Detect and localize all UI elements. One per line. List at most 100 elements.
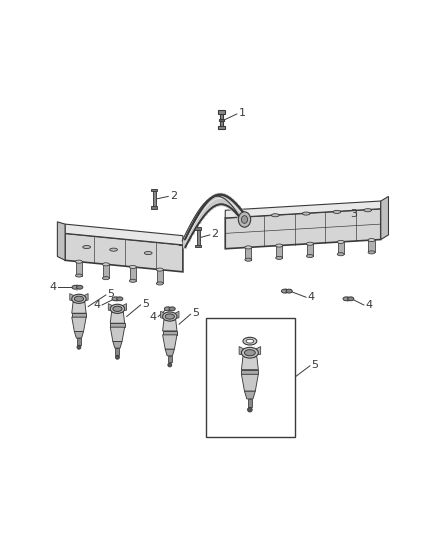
Polygon shape [381, 196, 389, 239]
Polygon shape [197, 230, 200, 245]
Text: 2: 2 [170, 191, 177, 200]
Polygon shape [241, 374, 258, 391]
Ellipse shape [245, 246, 252, 249]
Ellipse shape [75, 260, 82, 263]
Ellipse shape [286, 289, 292, 293]
Ellipse shape [165, 314, 174, 319]
Polygon shape [65, 224, 183, 245]
Ellipse shape [112, 297, 118, 301]
Polygon shape [247, 399, 252, 407]
Ellipse shape [164, 307, 170, 311]
Polygon shape [218, 110, 225, 114]
Circle shape [77, 345, 81, 349]
Polygon shape [57, 222, 65, 260]
Ellipse shape [162, 312, 177, 321]
Ellipse shape [129, 279, 136, 282]
Polygon shape [110, 323, 125, 327]
Ellipse shape [72, 285, 78, 289]
Polygon shape [218, 126, 225, 130]
Polygon shape [162, 335, 177, 349]
Polygon shape [70, 294, 74, 301]
Ellipse shape [276, 256, 283, 260]
Ellipse shape [102, 277, 110, 280]
Polygon shape [157, 270, 163, 284]
Polygon shape [368, 240, 374, 253]
Text: 4: 4 [93, 300, 100, 310]
Text: 3: 3 [350, 209, 357, 219]
Ellipse shape [272, 214, 279, 217]
Ellipse shape [343, 297, 349, 301]
Text: 4: 4 [150, 311, 157, 321]
Polygon shape [162, 320, 177, 331]
Ellipse shape [75, 274, 82, 277]
Polygon shape [168, 356, 172, 362]
Circle shape [247, 407, 252, 412]
Polygon shape [113, 342, 122, 348]
Ellipse shape [245, 258, 252, 261]
Ellipse shape [241, 348, 258, 358]
Text: 5: 5 [192, 309, 199, 318]
Polygon shape [116, 348, 120, 354]
Ellipse shape [348, 297, 354, 301]
Polygon shape [108, 304, 112, 311]
Polygon shape [239, 346, 244, 355]
Ellipse shape [238, 212, 251, 227]
Polygon shape [153, 191, 156, 206]
Ellipse shape [240, 215, 248, 219]
Ellipse shape [156, 268, 163, 271]
Polygon shape [244, 391, 255, 399]
Polygon shape [84, 294, 88, 301]
Polygon shape [175, 311, 179, 319]
Polygon shape [123, 304, 127, 311]
Text: 5: 5 [311, 360, 318, 370]
Ellipse shape [307, 242, 314, 245]
Ellipse shape [246, 339, 254, 343]
Polygon shape [72, 317, 86, 332]
Polygon shape [195, 245, 201, 247]
Polygon shape [276, 246, 282, 258]
Ellipse shape [74, 296, 84, 302]
Ellipse shape [243, 337, 257, 345]
Polygon shape [165, 349, 174, 356]
Polygon shape [307, 244, 313, 256]
Polygon shape [72, 313, 86, 317]
Polygon shape [110, 312, 125, 323]
Ellipse shape [282, 289, 288, 293]
Polygon shape [77, 338, 81, 345]
Ellipse shape [244, 350, 255, 356]
Text: 6: 6 [211, 331, 218, 341]
Text: 2: 2 [212, 229, 219, 239]
Polygon shape [161, 311, 165, 319]
Ellipse shape [117, 297, 123, 301]
Ellipse shape [276, 244, 283, 247]
Text: 1: 1 [238, 108, 245, 118]
Polygon shape [225, 209, 381, 249]
Polygon shape [74, 332, 84, 338]
Ellipse shape [113, 306, 122, 311]
Circle shape [116, 356, 120, 359]
Ellipse shape [110, 248, 117, 251]
Polygon shape [225, 201, 381, 218]
Ellipse shape [368, 239, 375, 241]
Polygon shape [195, 227, 201, 230]
Text: 4: 4 [307, 292, 315, 302]
Polygon shape [151, 189, 158, 191]
Ellipse shape [241, 216, 247, 223]
Ellipse shape [337, 253, 344, 256]
Ellipse shape [83, 246, 91, 248]
Text: 5: 5 [107, 289, 114, 299]
Polygon shape [241, 370, 258, 374]
Polygon shape [219, 119, 224, 121]
Polygon shape [245, 247, 251, 260]
Polygon shape [151, 206, 158, 209]
Polygon shape [103, 264, 109, 278]
Ellipse shape [302, 212, 310, 215]
Ellipse shape [156, 282, 163, 285]
Ellipse shape [77, 285, 83, 289]
Ellipse shape [368, 251, 375, 254]
Text: 4: 4 [365, 300, 372, 310]
Polygon shape [220, 113, 223, 127]
Polygon shape [130, 267, 136, 281]
Polygon shape [256, 346, 261, 355]
Polygon shape [338, 242, 344, 254]
